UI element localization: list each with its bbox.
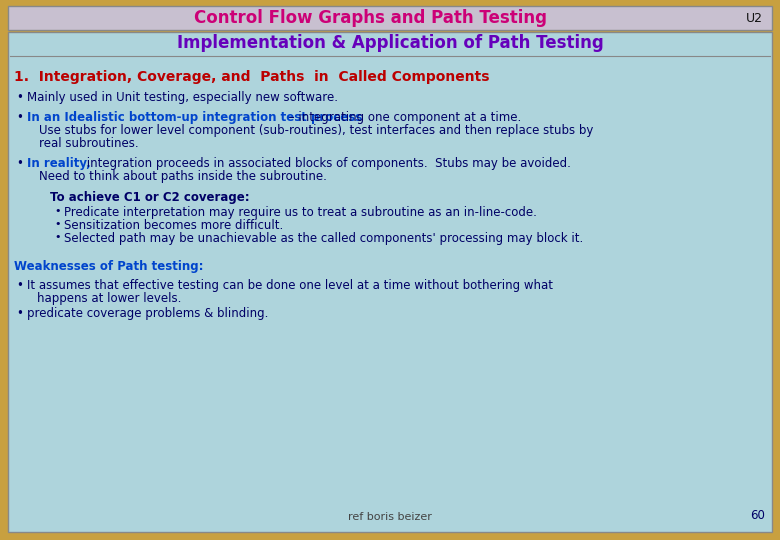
Text: Control Flow Graphs and Path Testing: Control Flow Graphs and Path Testing	[193, 9, 547, 27]
Text: Use stubs for lower level component (sub-routines), test interfaces and then rep: Use stubs for lower level component (sub…	[39, 124, 594, 137]
Text: U2: U2	[746, 11, 763, 24]
Text: happens at lower levels.: happens at lower levels.	[37, 292, 182, 305]
FancyBboxPatch shape	[8, 6, 772, 30]
Text: In an Idealistic bottom-up integration test process: In an Idealistic bottom-up integration t…	[27, 111, 362, 124]
Text: •: •	[54, 219, 61, 229]
Text: It assumes that effective testing can be done one level at a time without bother: It assumes that effective testing can be…	[27, 279, 553, 292]
Text: Selected path may be unachievable as the called components' processing may block: Selected path may be unachievable as the…	[64, 232, 583, 245]
Text: – integrating one component at a time.: – integrating one component at a time.	[285, 111, 521, 124]
Text: integration proceeds in associated blocks of components.  Stubs may be avoided.: integration proceeds in associated block…	[83, 157, 570, 170]
Text: Need to think about paths inside the subroutine.: Need to think about paths inside the sub…	[39, 170, 327, 183]
Text: ref boris beizer: ref boris beizer	[348, 512, 432, 522]
Text: In reality,: In reality,	[27, 157, 90, 170]
Text: 60: 60	[750, 509, 765, 522]
Text: Implementation & Application of Path Testing: Implementation & Application of Path Tes…	[176, 34, 604, 52]
Text: •: •	[16, 279, 23, 292]
Text: Predicate interpretation may require us to treat a subroutine as an in-line-code: Predicate interpretation may require us …	[64, 206, 537, 219]
Text: •: •	[54, 206, 61, 216]
Text: real subroutines.: real subroutines.	[39, 137, 139, 150]
Text: •: •	[16, 307, 23, 320]
Text: Weaknesses of Path testing:: Weaknesses of Path testing:	[14, 260, 204, 273]
Text: Sensitization becomes more difficult.: Sensitization becomes more difficult.	[64, 219, 283, 232]
Text: •: •	[16, 91, 23, 104]
Text: •: •	[54, 232, 61, 242]
Text: 1.  Integration, Coverage, and  Paths  in  Called Components: 1. Integration, Coverage, and Paths in C…	[14, 70, 490, 84]
Text: To achieve C1 or C2 coverage:: To achieve C1 or C2 coverage:	[50, 191, 250, 204]
Text: Mainly used in Unit testing, especially new software.: Mainly used in Unit testing, especially …	[27, 91, 338, 104]
Text: •: •	[16, 157, 23, 170]
Text: predicate coverage problems & blinding.: predicate coverage problems & blinding.	[27, 307, 268, 320]
FancyBboxPatch shape	[8, 32, 772, 532]
Text: •: •	[16, 111, 23, 124]
